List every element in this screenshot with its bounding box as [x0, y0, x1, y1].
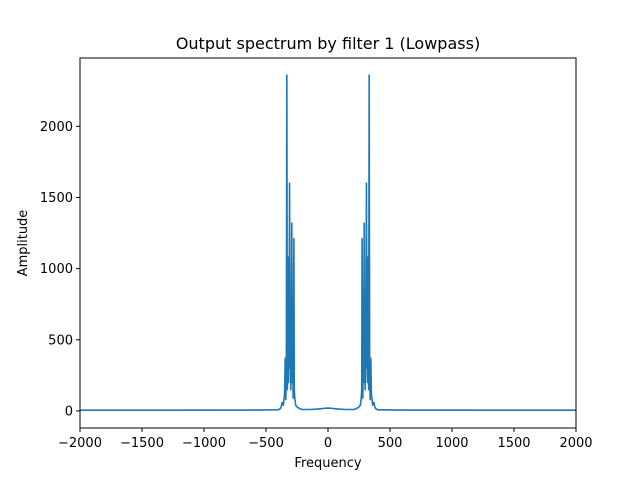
x-tick-label: 2000	[559, 436, 592, 451]
x-tick-label: −1500	[120, 436, 164, 451]
y-tick-label: 1000	[40, 262, 73, 277]
x-tick-label: −1000	[182, 436, 226, 451]
x-tick-label: 1000	[435, 436, 468, 451]
x-axis: −2000 −1500 −1000 −500 0 500 1000 1500 2000	[58, 428, 593, 451]
x-tick-label: −2000	[58, 436, 102, 451]
plot-area	[79, 57, 577, 429]
x-tick-label: 500	[378, 436, 403, 451]
y-axis: 0 500 1000 1500 2000	[40, 120, 80, 419]
y-tick-label: 500	[48, 333, 73, 348]
chart-title: Output spectrum by filter 1 (Lowpass)	[176, 34, 480, 53]
x-tick-label: −500	[248, 436, 284, 451]
y-tick-label: 1500	[40, 191, 73, 206]
y-tick-label: 2000	[40, 120, 73, 135]
x-axis-label: Frequency	[294, 456, 361, 471]
series-line-0	[80, 74, 576, 412]
plot-frame	[79, 57, 577, 429]
x-tick-label: 1500	[497, 436, 530, 451]
y-tick-label: 0	[65, 404, 73, 419]
series-layer	[80, 74, 576, 412]
x-tick-label: 0	[324, 436, 332, 451]
y-axis-label: Amplitude	[16, 210, 31, 277]
